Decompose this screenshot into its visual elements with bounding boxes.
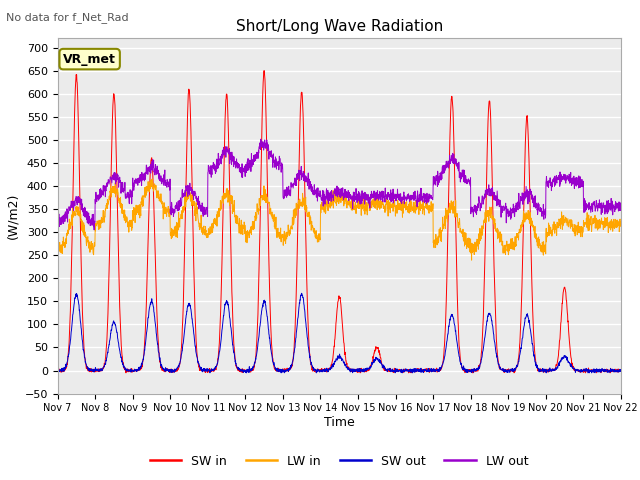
SW in: [369, 359, 376, 365]
LW in: [504, 246, 511, 252]
LW out: [90, 227, 98, 233]
Line: SW out: SW out: [58, 293, 621, 373]
LW in: [54, 247, 61, 252]
SW out: [504, 368, 511, 373]
SW out: [243, 370, 250, 376]
LW out: [356, 201, 364, 206]
LW in: [468, 257, 476, 263]
Text: VR_met: VR_met: [63, 53, 116, 66]
SW out: [617, 368, 625, 374]
SW out: [583, 367, 591, 373]
LW in: [583, 210, 591, 216]
Line: SW in: SW in: [58, 71, 621, 373]
Text: No data for f_Net_Rad: No data for f_Net_Rad: [6, 12, 129, 23]
SW in: [504, 369, 511, 374]
LW out: [211, 167, 219, 172]
SW in: [583, 367, 591, 372]
Line: LW out: LW out: [58, 139, 621, 230]
Line: LW in: LW in: [58, 179, 621, 260]
Y-axis label: (W/m2): (W/m2): [6, 193, 19, 239]
SW out: [211, 365, 218, 371]
SW in: [617, 367, 625, 373]
Legend: SW in, LW in, SW out, LW out: SW in, LW in, SW out, LW out: [145, 450, 533, 473]
LW out: [504, 209, 511, 215]
SW out: [54, 369, 61, 374]
LW in: [368, 204, 376, 209]
LW in: [356, 205, 364, 211]
SW in: [260, 68, 268, 73]
LW out: [54, 217, 61, 223]
SW out: [356, 365, 364, 371]
SW out: [369, 361, 376, 367]
LW out: [369, 195, 376, 201]
SW in: [211, 366, 219, 372]
LW out: [583, 204, 591, 210]
LW in: [211, 216, 219, 221]
SW out: [298, 290, 305, 296]
LW in: [617, 219, 625, 225]
X-axis label: Time: Time: [324, 416, 355, 429]
LW out: [257, 136, 265, 142]
SW in: [122, 370, 130, 376]
SW in: [568, 358, 575, 363]
SW out: [568, 364, 575, 370]
Title: Short/Long Wave Radiation: Short/Long Wave Radiation: [236, 20, 443, 35]
SW in: [54, 367, 61, 373]
LW in: [148, 176, 156, 182]
LW in: [568, 224, 575, 229]
LW out: [568, 183, 575, 189]
SW in: [356, 368, 364, 374]
LW out: [617, 206, 625, 212]
